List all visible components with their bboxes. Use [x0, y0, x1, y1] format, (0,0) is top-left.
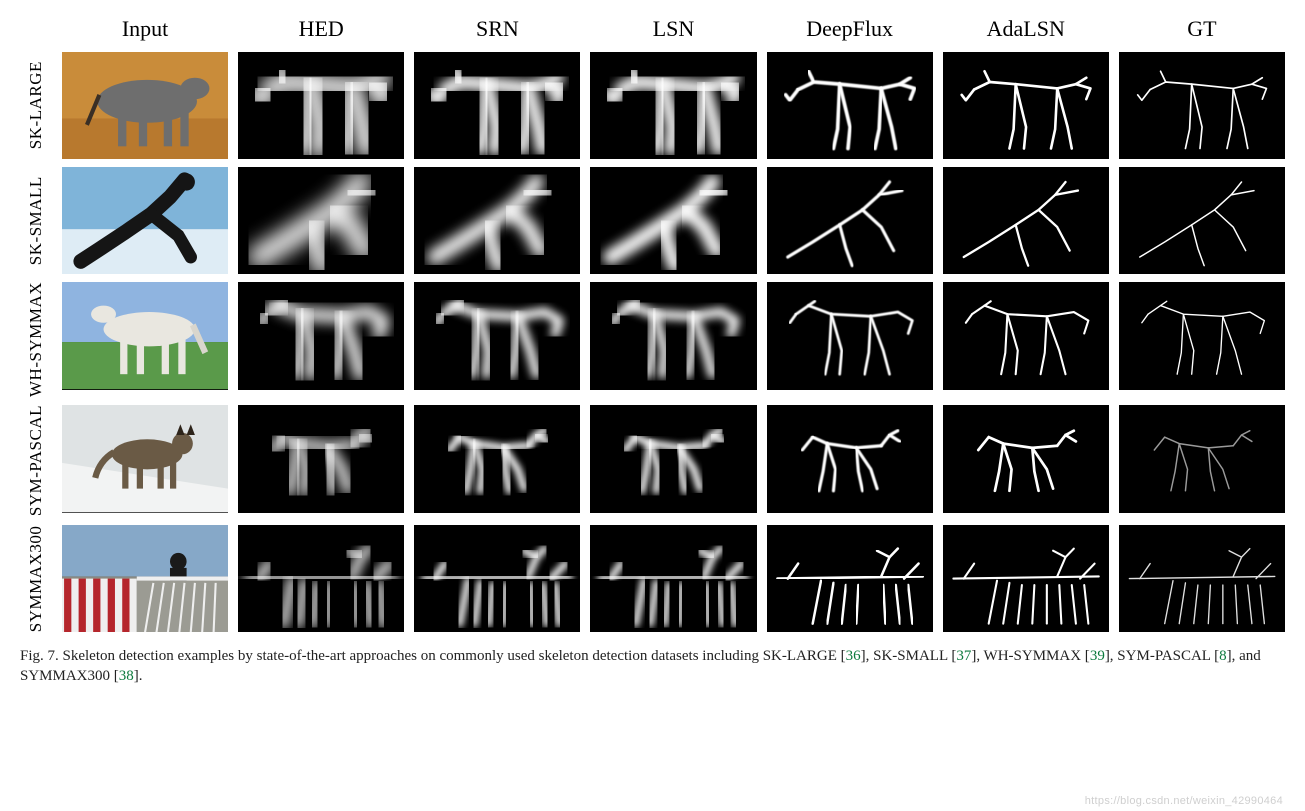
result-cell [943, 52, 1109, 159]
row-label: WH-SYMMAX [20, 282, 52, 397]
figure-caption: Fig. 7. Skeleton detection examples by s… [20, 646, 1285, 687]
row-label: SYM-PASCAL [20, 405, 52, 516]
result-cell [238, 167, 404, 274]
input-cell [62, 167, 228, 274]
result-cell [238, 405, 404, 512]
result-cell [414, 525, 580, 632]
citation-ref[interactable]: 38 [119, 668, 134, 684]
result-cell [590, 405, 756, 512]
result-cell [767, 405, 933, 512]
column-header: SRN [414, 16, 580, 44]
result-cell [1119, 282, 1285, 389]
citation-ref[interactable]: 8 [1219, 648, 1227, 664]
result-cell [943, 405, 1109, 512]
row-label: SK-SMALL [20, 167, 52, 274]
result-cell [943, 167, 1109, 274]
result-cell [414, 52, 580, 159]
result-cell [238, 282, 404, 389]
column-header: LSN [590, 16, 756, 44]
column-header: DeepFlux [767, 16, 933, 44]
citation-ref[interactable]: 37 [956, 648, 971, 664]
input-cell [62, 525, 228, 632]
result-cell [943, 525, 1109, 632]
result-cell [1119, 405, 1285, 512]
result-cell [590, 525, 756, 632]
column-header: Input [62, 16, 228, 44]
result-cell [414, 405, 580, 512]
result-cell [943, 282, 1109, 389]
input-cell [62, 282, 228, 389]
result-cell [767, 282, 933, 389]
column-header: GT [1119, 16, 1285, 44]
result-cell [1119, 525, 1285, 632]
result-cell [590, 282, 756, 389]
citation-ref[interactable]: 39 [1090, 648, 1105, 664]
result-cell [414, 167, 580, 274]
row-label: SYMMAX300 [20, 525, 52, 632]
citation-ref[interactable]: 36 [846, 648, 861, 664]
figure-grid: Input HED SRN LSN DeepFlux AdaLSN GT SK-LARGE S… [20, 16, 1285, 632]
result-cell [590, 167, 756, 274]
result-cell [238, 52, 404, 159]
column-header: AdaLSN [943, 16, 1109, 44]
result-cell [590, 52, 756, 159]
result-cell [767, 167, 933, 274]
column-header: HED [238, 16, 404, 44]
result-cell [767, 525, 933, 632]
result-cell [414, 282, 580, 389]
watermark-text: https://blog.csdn.net/weixin_42990464 [1085, 795, 1283, 807]
row-label: SK-LARGE [20, 52, 52, 159]
result-cell [238, 525, 404, 632]
result-cell [767, 52, 933, 159]
input-cell [62, 405, 228, 512]
result-cell [1119, 167, 1285, 274]
result-cell [1119, 52, 1285, 159]
input-cell [62, 52, 228, 159]
